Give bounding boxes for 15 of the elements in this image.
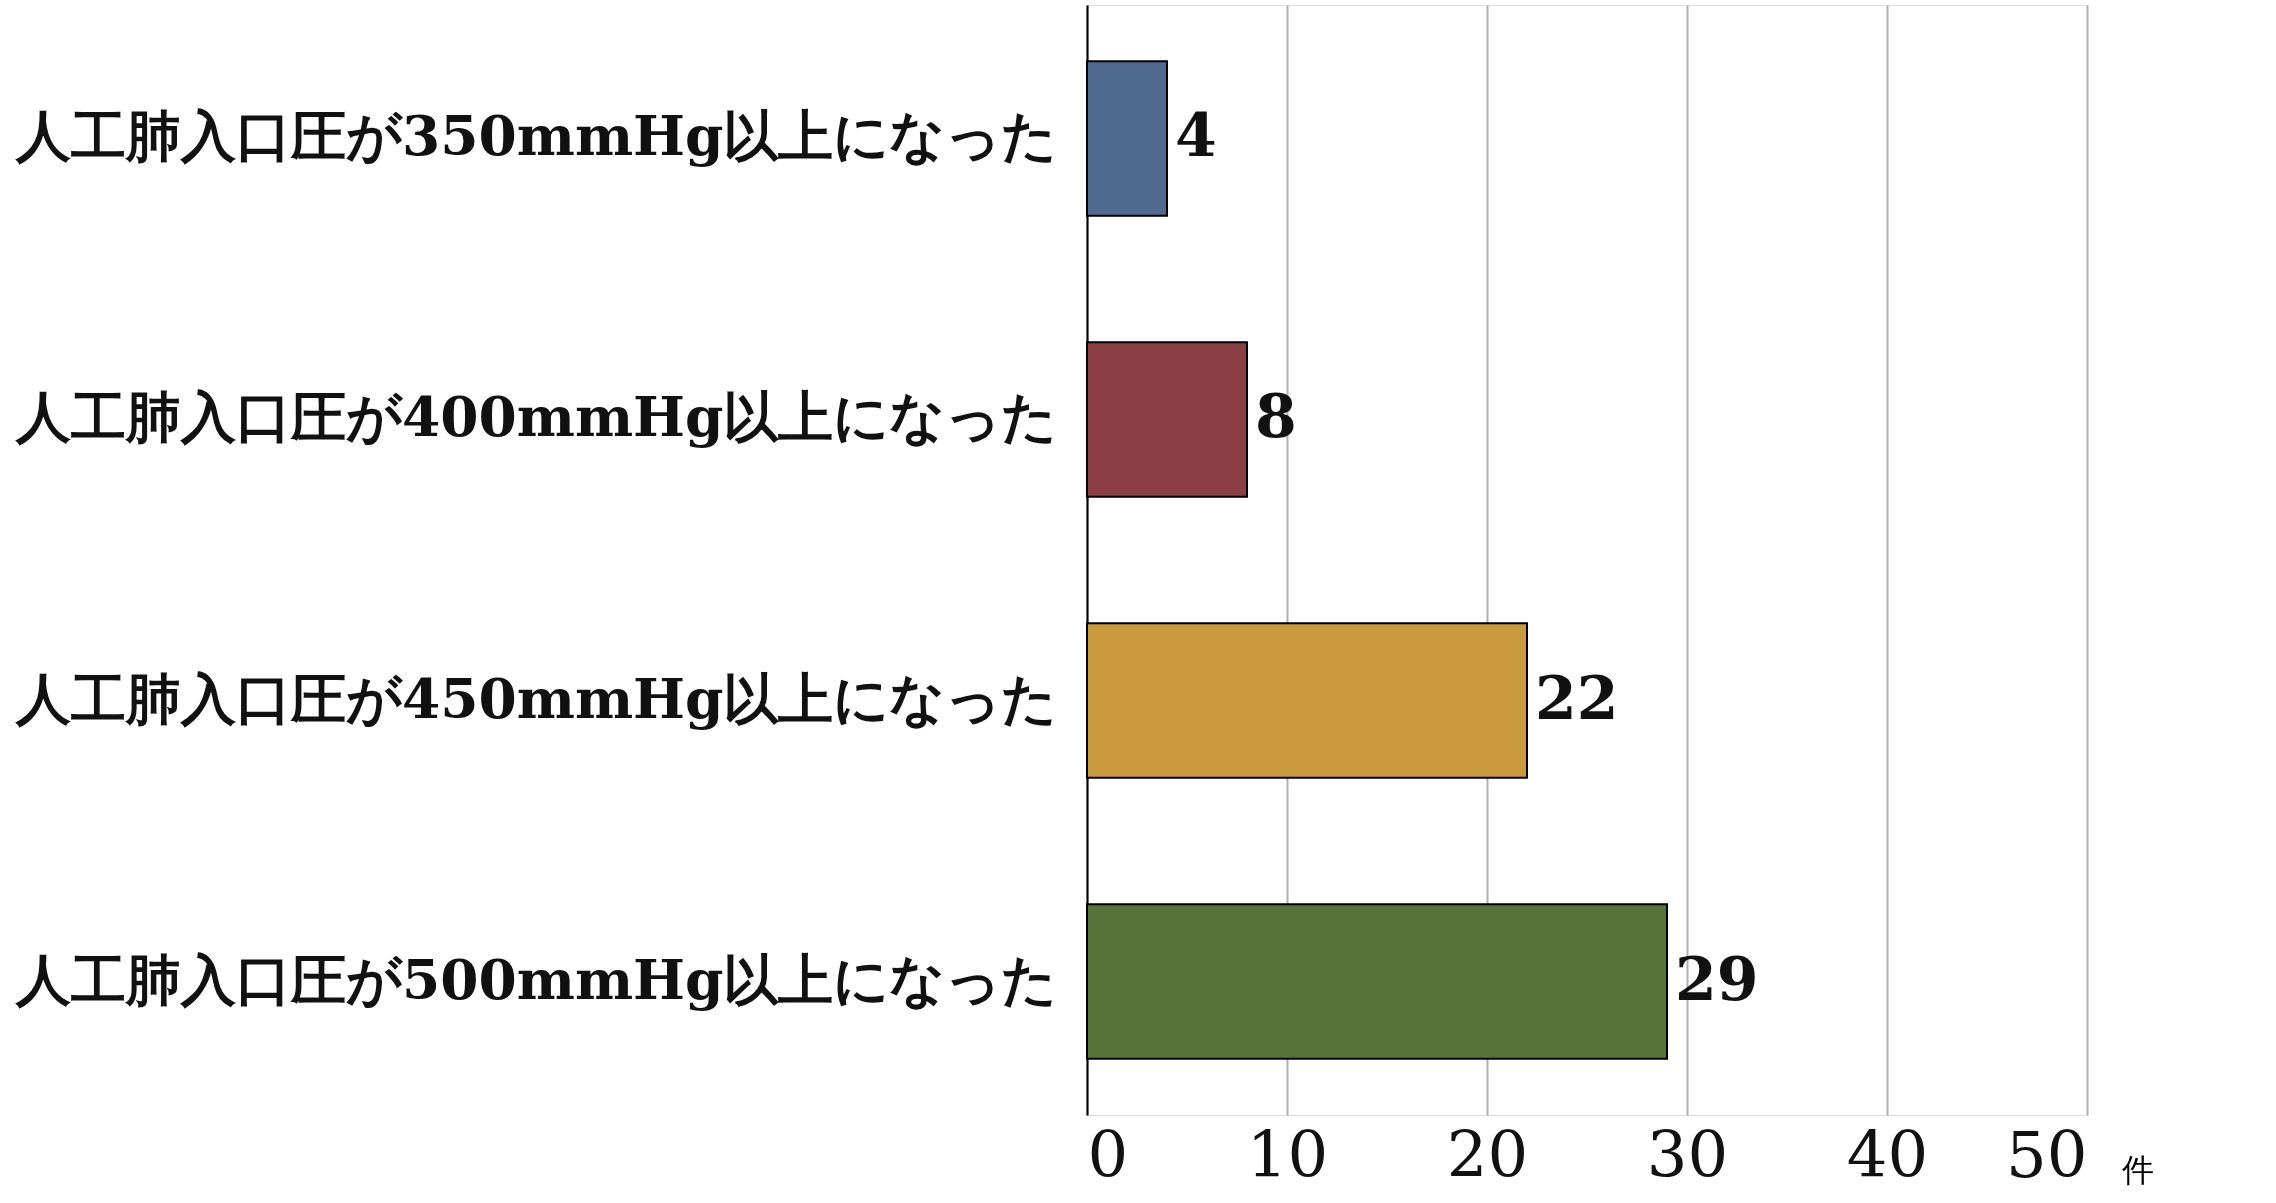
x-tick-label: 10	[1246, 1117, 1329, 1192]
x-tick-label: 0	[1087, 1117, 1129, 1192]
x-tick-label: 20	[1446, 1117, 1529, 1192]
data-label: 4	[1175, 100, 1217, 171]
y-tick-label: 人工肺入口圧が500mmHg以上になった	[14, 946, 1058, 1012]
data-label: 8	[1255, 381, 1297, 452]
y-tick-label: 人工肺入口圧が450mmHg以上になった	[14, 665, 1058, 731]
x-tick-label: 50	[2006, 1117, 2088, 1192]
y-tick-label: 人工肺入口圧が400mmHg以上になった	[14, 384, 1058, 450]
x-tick-label: 30	[1646, 1117, 1729, 1192]
y-tick-label: 人工肺入口圧が350mmHg以上になった	[14, 103, 1058, 169]
data-label: 22	[1535, 662, 1619, 733]
x-tick-label: 40	[1846, 1117, 1929, 1192]
data-label: 29	[1675, 943, 1759, 1014]
x-axis-title: 件	[2121, 1150, 2154, 1189]
